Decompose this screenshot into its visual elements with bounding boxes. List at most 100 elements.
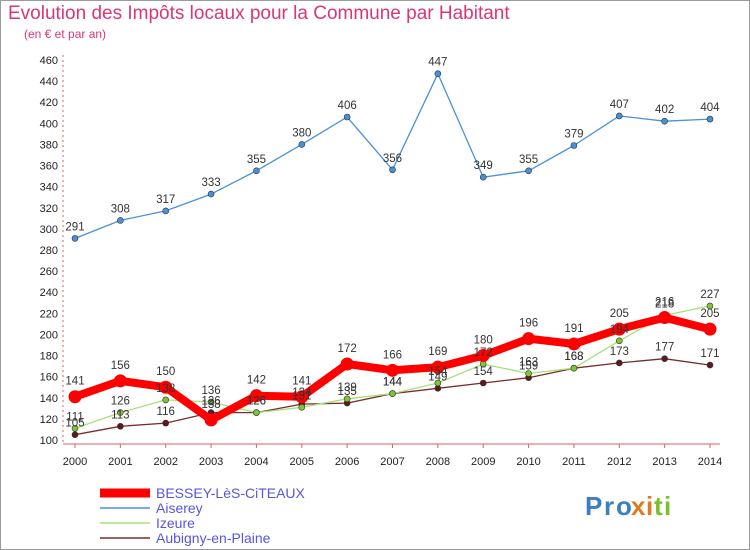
- y-tick-label: 160: [40, 372, 58, 384]
- x-tick-label: 2013: [652, 456, 676, 468]
- data-label: 205: [610, 308, 629, 320]
- y-tick-label: 140: [40, 393, 58, 405]
- data-point: [162, 396, 170, 404]
- data-point: [612, 322, 626, 336]
- data-label: 205: [700, 308, 719, 320]
- data-label: 169: [428, 346, 447, 358]
- data-point: [706, 302, 714, 310]
- data-label: 308: [111, 203, 130, 215]
- y-tick-label: 360: [40, 161, 58, 173]
- data-label: 196: [519, 318, 538, 330]
- data-point: [253, 409, 260, 416]
- y-tick-label: 120: [40, 414, 58, 426]
- y-tick-label: 380: [40, 139, 58, 151]
- y-tick-label: 300: [40, 224, 58, 236]
- chart-axes: 100 120 140 160 180 200 220 240 260 280 300 320 340 3…: [40, 55, 722, 468]
- data-point: [117, 217, 124, 224]
- y-tick-label: 420: [40, 97, 58, 109]
- data-label: 105: [65, 418, 84, 430]
- y-tick-label: 400: [40, 118, 58, 130]
- data-label: 177: [655, 342, 674, 354]
- y-tick-label: 260: [40, 266, 58, 278]
- series-layer: [68, 70, 717, 439]
- x-tick-label: 2003: [199, 456, 223, 468]
- data-point: [207, 398, 215, 406]
- data-label: 142: [247, 375, 266, 387]
- x-tick-label: 2000: [63, 456, 87, 468]
- data-point: [389, 166, 396, 174]
- data-point: [479, 173, 487, 181]
- data-point: [570, 364, 578, 372]
- data-label: 111: [66, 411, 83, 423]
- logo-letter: x: [631, 491, 646, 521]
- data-label: 166: [383, 349, 402, 361]
- y-tick-label: 220: [40, 308, 58, 320]
- data-point: [615, 112, 623, 120]
- x-tick-label: 2010: [516, 456, 540, 468]
- data-point: [567, 337, 581, 351]
- y-tick-label: 280: [40, 245, 58, 257]
- data-label: 154: [428, 366, 448, 378]
- data-point: [525, 370, 532, 377]
- data-point: [113, 374, 127, 388]
- data-label: 171: [700, 348, 719, 360]
- y-tick-label: 320: [40, 203, 58, 215]
- data-point: [385, 363, 399, 377]
- data-label: 172: [474, 347, 493, 359]
- data-point: [615, 337, 623, 345]
- data-label: 349: [474, 160, 493, 172]
- legend-label: BESSEY-LèS-CiTEAUX: [156, 485, 306, 501]
- x-tick-label: 2005: [290, 456, 314, 468]
- data-point: [343, 113, 351, 121]
- data-point: [204, 413, 218, 427]
- logo-letter: t: [654, 491, 663, 521]
- data-labels-layer: 141 156 150 138 142 141 172 166 169 180 196 191 205 2…: [65, 57, 720, 430]
- y-tick-label: 200: [40, 329, 58, 341]
- data-label: 172: [338, 343, 357, 355]
- data-point: [434, 70, 442, 78]
- data-label: 156: [111, 360, 130, 372]
- data-point: [162, 207, 170, 215]
- data-point: [615, 359, 623, 367]
- logo-letter: i: [646, 491, 653, 521]
- x-tick-label: 2002: [153, 456, 177, 468]
- data-point: [298, 403, 306, 411]
- x-tick-label: 2014: [698, 456, 722, 468]
- data-point: [298, 141, 306, 148]
- data-point: [71, 431, 79, 439]
- series-0: [68, 311, 717, 427]
- data-label: 163: [519, 357, 538, 369]
- logo-letter: i: [664, 491, 671, 521]
- data-point: [71, 235, 79, 242]
- data-point: [525, 167, 532, 175]
- data-label: 356: [383, 153, 402, 165]
- legend-label: Izeure: [156, 515, 195, 531]
- data-label: 291: [65, 221, 84, 233]
- data-point: [295, 390, 309, 404]
- data-label: 126: [111, 396, 130, 408]
- y-tick-label: 240: [40, 287, 58, 299]
- data-label: 144: [383, 377, 403, 389]
- chart-legend: BESSEY-LèS-CiTEAUXAisereyIzeureAubigny-e…: [100, 485, 306, 546]
- data-point: [476, 349, 490, 363]
- logo-letter: r: [604, 491, 614, 521]
- data-label: 126: [247, 396, 266, 408]
- data-label: 149: [428, 371, 447, 383]
- data-label: 141: [65, 376, 84, 388]
- data-point: [117, 422, 124, 430]
- data-point: [431, 360, 445, 374]
- data-point: [207, 190, 215, 198]
- x-tick-label: 2011: [562, 456, 586, 468]
- x-tick-label: 2001: [108, 456, 132, 468]
- data-label: 126: [247, 396, 266, 408]
- data-label: 333: [201, 177, 220, 189]
- data-label: 138: [156, 383, 175, 395]
- data-label: 191: [564, 323, 583, 335]
- data-label: 150: [156, 366, 175, 378]
- data-label: 380: [292, 127, 311, 139]
- data-label: 407: [610, 99, 629, 111]
- data-label: 138: [201, 399, 220, 411]
- data-label: 355: [247, 154, 266, 166]
- x-tick-label: 2009: [471, 456, 495, 468]
